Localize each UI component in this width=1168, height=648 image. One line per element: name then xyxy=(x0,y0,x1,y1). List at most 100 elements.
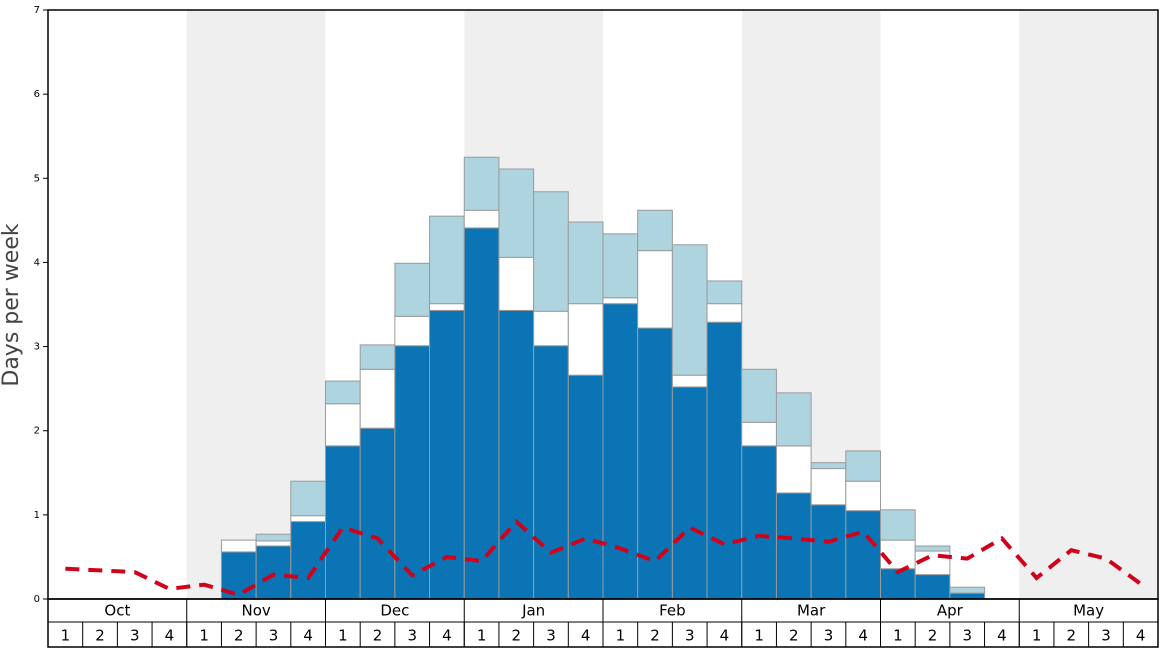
bar-segment xyxy=(359,344,396,370)
y-axis-label: Days per week xyxy=(0,223,24,386)
bar-segment xyxy=(429,309,465,600)
month-label: Mar xyxy=(797,602,826,620)
x-tick-label: 3 xyxy=(824,627,834,645)
month-shade xyxy=(1019,10,1158,599)
bar-segment xyxy=(255,540,292,547)
bar-segment xyxy=(533,345,569,600)
x-tick-label: 4 xyxy=(858,627,868,645)
bar-segment xyxy=(290,521,326,600)
x-tick-label: 1 xyxy=(477,627,487,645)
y-tick-label: 3 xyxy=(34,342,40,353)
bar-segment xyxy=(220,539,257,553)
bar-segment xyxy=(602,233,639,299)
y-tick-label: 6 xyxy=(34,89,40,100)
bar-segment xyxy=(706,280,743,305)
bar-segment xyxy=(671,244,708,376)
y-tick-label: 5 xyxy=(34,173,40,184)
bar-segment xyxy=(775,492,812,600)
x-tick-label: 2 xyxy=(1067,627,1077,645)
bar-segment xyxy=(359,427,396,600)
bar-segment xyxy=(949,586,986,594)
bar-segment xyxy=(741,421,777,447)
bar-segment xyxy=(637,209,673,252)
bar-segment xyxy=(602,297,639,305)
y-tick-label: 0 xyxy=(34,594,40,605)
bar-segment xyxy=(463,209,500,229)
y-tick-label: 7 xyxy=(34,5,40,16)
bar-segment xyxy=(325,403,361,447)
x-tick-label: 3 xyxy=(1101,627,1111,645)
bar-segment xyxy=(637,250,673,329)
bar-segment xyxy=(671,374,708,388)
x-tick-label: 2 xyxy=(512,627,522,645)
bar-segment xyxy=(359,368,396,429)
trend-line xyxy=(65,518,1142,597)
x-tick-label: 1 xyxy=(754,627,764,645)
y-tick-label: 4 xyxy=(34,257,40,268)
x-tick-label: 4 xyxy=(1136,627,1146,645)
bar-segment xyxy=(775,445,812,494)
x-tick-label: 1 xyxy=(616,627,626,645)
bar-segment xyxy=(533,191,569,312)
month-label: Apr xyxy=(937,602,964,620)
bar-segment xyxy=(463,156,500,211)
bar-segment xyxy=(498,309,535,600)
bar-segment xyxy=(394,262,431,317)
x-tick-label: 2 xyxy=(928,627,938,645)
x-tick-label: 2 xyxy=(234,627,244,645)
bar-segment xyxy=(463,227,500,600)
month-label: Feb xyxy=(659,602,686,620)
bar-segment xyxy=(845,450,881,482)
month-label: Nov xyxy=(241,602,270,620)
x-tick-label: 2 xyxy=(789,627,799,645)
bar-segment xyxy=(290,515,326,523)
y-tick-label: 2 xyxy=(34,426,40,437)
bar-segment xyxy=(567,374,604,600)
bar-segment xyxy=(255,545,292,600)
bar-segment xyxy=(498,256,535,311)
bar-segment xyxy=(914,545,951,552)
bar-segment xyxy=(671,386,708,600)
bar-segment xyxy=(429,303,465,311)
x-tick-label: 4 xyxy=(581,627,591,645)
x-tick-label: 3 xyxy=(269,627,279,645)
bar-segment xyxy=(602,303,639,600)
month-label: Oct xyxy=(104,602,130,620)
month-label: May xyxy=(1073,602,1104,620)
x-tick-label: 4 xyxy=(720,627,730,645)
bar-segment xyxy=(914,574,951,600)
bar-segment xyxy=(706,303,743,323)
x-tick-label: 3 xyxy=(962,627,972,645)
month-label: Dec xyxy=(380,602,409,620)
bar-segment xyxy=(567,303,604,376)
bar-segment xyxy=(949,592,986,600)
x-tick-label: 1 xyxy=(1032,627,1042,645)
x-tick-label: 2 xyxy=(95,627,105,645)
bar-segment xyxy=(394,345,431,600)
bar-segment xyxy=(429,215,465,305)
bar-segment xyxy=(290,480,326,517)
bar-segment xyxy=(637,327,673,600)
x-tick-label: 3 xyxy=(546,627,556,645)
x-tick-label: 1 xyxy=(893,627,903,645)
bar-segment xyxy=(810,462,847,470)
x-tick-label: 3 xyxy=(130,627,140,645)
x-tick-label: 1 xyxy=(338,627,348,645)
bar-segment xyxy=(325,445,361,600)
bar-segment xyxy=(567,221,604,305)
bar-segment xyxy=(880,539,916,570)
bar-segment xyxy=(741,368,777,423)
x-tick-label: 4 xyxy=(165,627,175,645)
x-tick-label: 1 xyxy=(199,627,209,645)
x-tick-label: 4 xyxy=(303,627,313,645)
bar-segment xyxy=(810,504,847,600)
bar-segment xyxy=(810,468,847,506)
bar-segment xyxy=(325,380,361,405)
x-tick-label: 2 xyxy=(373,627,383,645)
x-tick-label: 3 xyxy=(407,627,417,645)
bar-segment xyxy=(880,509,916,541)
bar-segment xyxy=(533,310,569,347)
bar-segment xyxy=(498,168,535,258)
x-tick-label: 4 xyxy=(442,627,452,645)
